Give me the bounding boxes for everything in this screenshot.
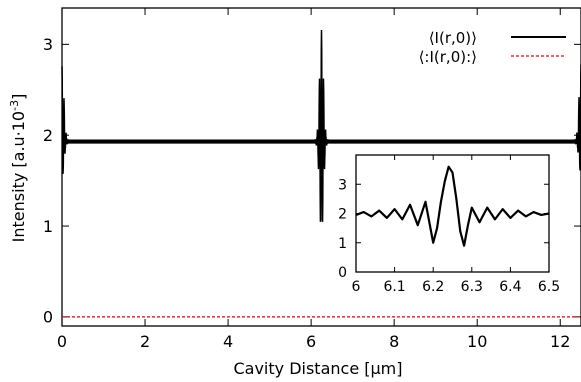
inset-x-tick-label: 6.2: [422, 279, 444, 295]
main-y-tick-label: 2: [43, 126, 53, 145]
main-x-tick-label: 6: [306, 332, 316, 351]
main-x-tick-label: 0: [57, 332, 67, 351]
inset-y-tick-label: 2: [338, 207, 347, 223]
main-y-tick-label: 0: [43, 308, 53, 327]
y-axis-label-close: ]: [9, 94, 28, 100]
main-x-tick-label: 12: [550, 332, 570, 351]
inset-x-tick-label: 6: [352, 279, 361, 295]
inset-y-tick-label: 3: [338, 177, 347, 193]
inset-x-tick-label: 6.3: [461, 279, 483, 295]
inset-y-tick-label: 0: [338, 265, 347, 281]
inset-ticks: 6 6.1 6.2 6.3 6.4 6.5 0 1 2 3: [338, 155, 560, 295]
y-axis-label-exponent: -3: [8, 100, 21, 111]
main-plot-frame: [61, 7, 581, 327]
main-x-tick-label: 4: [223, 332, 233, 351]
inset-x-tick-label: 6.4: [499, 279, 521, 295]
main-x-tick-label: 2: [140, 332, 150, 351]
y-axis-label-main: Intensity [a.u·10: [9, 111, 28, 242]
legend: ⟨I(r,0)⟩ ⟨:I(r,0):⟩: [419, 29, 566, 66]
x-axis-label: Cavity Distance [µm]: [233, 359, 402, 378]
y-axis-label: Intensity [a.u·10-3]: [8, 94, 28, 243]
main-y-tick-label: 3: [43, 35, 53, 54]
legend-label-normal-ordered: ⟨:I(r,0):⟩: [419, 48, 477, 66]
main-x-tick-label: 8: [389, 332, 399, 351]
inset-y-tick-label: 1: [338, 236, 347, 252]
inset-x-tick-label: 6.5: [538, 279, 560, 295]
inset-series-line: [355, 165, 550, 247]
main-x-tick-label: 10: [467, 332, 487, 351]
inset-series: [355, 165, 550, 247]
inset-x-tick-label: 6.1: [383, 279, 405, 295]
main-y-tick-label: 1: [43, 217, 53, 236]
main-series: [61, 29, 581, 318]
series-intensity-line: [61, 29, 581, 222]
legend-label-intensity: ⟨I(r,0)⟩: [429, 29, 477, 47]
